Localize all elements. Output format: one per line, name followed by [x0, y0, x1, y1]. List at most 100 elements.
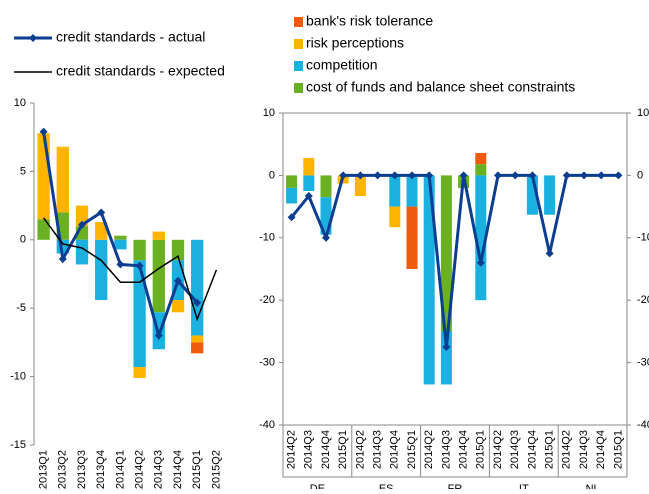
x-tick-label: 2014Q2 — [134, 450, 146, 489]
legend-label: competition — [306, 57, 378, 73]
y-tick-label: -5 — [16, 302, 26, 314]
line-marker — [528, 171, 537, 180]
legend-swatch — [294, 61, 303, 71]
line-marker — [425, 171, 434, 180]
line-marker — [174, 276, 182, 285]
line-marker — [562, 171, 571, 180]
x-tick-label: 2014Q3 — [153, 450, 165, 489]
x-tick-label: 2014Q3 — [578, 430, 590, 469]
bar-segment — [191, 342, 204, 354]
line-marker — [494, 171, 502, 180]
bar-segment — [114, 235, 127, 240]
bar-segment — [475, 164, 487, 176]
line-marker — [287, 213, 296, 222]
line-marker — [390, 171, 399, 180]
bar-segment — [37, 133, 50, 220]
x-tick-label: 2015Q1 — [337, 430, 349, 469]
bar-segment — [406, 206, 418, 269]
line-marker — [58, 254, 67, 263]
series-line — [42, 217, 218, 322]
x-tick-label: 2015Q1 — [544, 430, 556, 469]
x-tick-label: 2014Q4 — [172, 450, 184, 489]
bar-segment — [303, 175, 315, 191]
plot-frame — [282, 112, 628, 426]
line-marker — [322, 233, 330, 242]
bar-segment — [526, 175, 538, 215]
x-tick-label: 2014Q1 — [114, 450, 126, 489]
x-tick-label: 2014Q3 — [440, 430, 452, 469]
x-tick-label: 2015Q1 — [191, 450, 203, 489]
x-tick-label: 2015Q1 — [475, 430, 487, 469]
bar-segment — [56, 146, 69, 213]
group-label: IT — [519, 483, 529, 489]
group-label: ES — [379, 483, 394, 489]
bar-segment — [133, 367, 146, 378]
y-tick-label: -40 — [259, 419, 275, 431]
y2-tick-label: -30 — [637, 357, 649, 369]
y2-tick-label: 0 — [637, 169, 643, 181]
bar-segment — [475, 175, 487, 301]
line-marker — [193, 298, 202, 307]
line-marker — [356, 171, 365, 180]
x-tick-label: 2015Q1 — [612, 430, 624, 469]
x-tick-label: 2014Q2 — [561, 430, 573, 469]
x-tick-label: 2013Q1 — [38, 450, 50, 489]
y-tick-label: 10 — [263, 107, 275, 119]
x-tick-label: 2014Q2 — [423, 430, 435, 469]
y-tick-label: -15 — [10, 439, 26, 451]
x-tick-label: 2014Q4 — [320, 430, 332, 469]
y2-tick-label: 10 — [637, 107, 649, 119]
bar-segment — [286, 175, 298, 188]
x-tick-label: 2014Q4 — [526, 430, 538, 469]
bar-segment — [95, 222, 108, 240]
y-tick-label: 0 — [269, 169, 275, 181]
legend-label: cost of funds and balance sheet constrai… — [306, 79, 575, 95]
bar-segment — [114, 239, 127, 250]
bar-segment — [406, 175, 418, 207]
bar-segment — [37, 219, 50, 240]
line-marker — [459, 171, 468, 180]
line-marker — [339, 171, 348, 180]
bar-segment — [423, 175, 435, 385]
line-marker — [373, 171, 382, 180]
y-tick-label: -30 — [259, 357, 275, 369]
group-label: DE — [310, 483, 325, 489]
line-marker — [304, 191, 313, 200]
legend-marker — [29, 34, 37, 42]
line-marker — [97, 208, 106, 217]
bar-segment — [75, 205, 89, 227]
x-tick-label: 2014Q3 — [303, 430, 315, 469]
x-tick-label: 2015Q2 — [210, 450, 222, 489]
legend-swatch — [294, 39, 303, 49]
line-marker — [442, 343, 451, 351]
x-tick-label: 2013Q2 — [57, 450, 69, 489]
y-tick-label: 0 — [20, 234, 26, 246]
line-marker — [580, 171, 588, 180]
line-marker — [476, 258, 485, 267]
y-tick-label: 10 — [14, 97, 26, 109]
group-label: FR — [448, 483, 463, 489]
bar-segment — [171, 299, 185, 313]
bar-segment — [475, 152, 487, 165]
bar-segment — [286, 187, 298, 204]
x-tick-label: 2014Q4 — [458, 430, 470, 469]
bar-segment — [389, 206, 401, 228]
bar-segment — [303, 157, 315, 176]
bar-segment — [440, 175, 452, 332]
bar-segment — [320, 175, 332, 198]
y-tick-label: -10 — [259, 232, 275, 244]
line-marker — [545, 249, 554, 258]
bar-segment — [133, 239, 146, 261]
bar-segment — [440, 331, 452, 385]
line-marker — [511, 171, 520, 180]
bar-segment — [152, 239, 165, 313]
line-marker — [154, 331, 163, 340]
x-tick-label: 2014Q4 — [389, 430, 401, 469]
x-tick-label: 2014Q3 — [372, 430, 384, 469]
y-tick-label: -10 — [10, 371, 26, 383]
legend-label: bank's risk tolerance — [306, 13, 433, 29]
bar-segment — [95, 239, 108, 300]
line-marker — [135, 261, 144, 270]
x-tick-label: 2014Q2 — [492, 430, 504, 469]
